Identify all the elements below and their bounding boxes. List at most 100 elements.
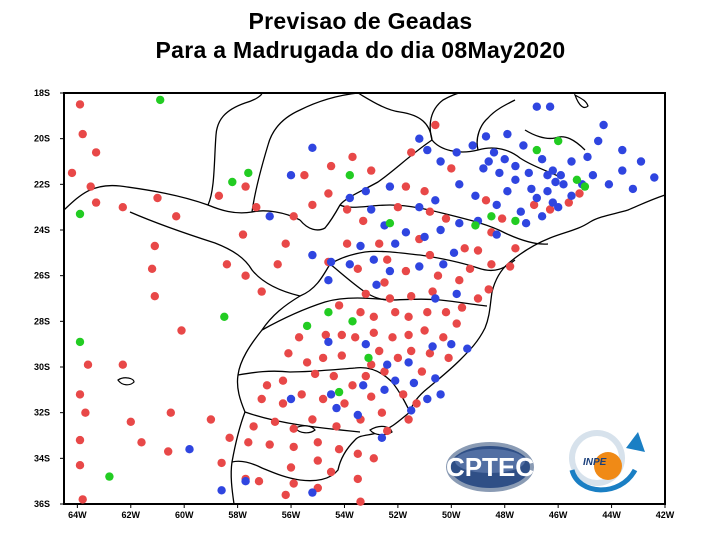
forecast-point-green — [324, 308, 333, 317]
forecast-point-blue — [308, 143, 317, 152]
forecast-point-blue — [404, 358, 413, 367]
forecast-point-blue — [401, 228, 411, 237]
forecast-point-blue — [361, 340, 370, 349]
forecast-point-blue — [463, 344, 472, 353]
forecast-point-red — [375, 346, 384, 356]
forecast-point-blue — [326, 390, 336, 399]
forecast-point-green — [511, 216, 520, 226]
forecast-point-red — [78, 129, 87, 139]
forecast-point-blue — [385, 182, 395, 191]
forecast-point-blue — [471, 191, 480, 200]
forecast-point-red — [313, 438, 322, 447]
forecast-point-red — [412, 399, 421, 408]
latitude-tick-label: 32S — [34, 408, 50, 418]
forecast-point-blue — [594, 136, 603, 146]
forecast-point-red — [318, 353, 328, 363]
forecast-point-green — [471, 221, 480, 230]
forecast-point-blue — [439, 260, 448, 269]
forecast-point-red — [150, 241, 159, 251]
forecast-point-blue — [567, 191, 576, 200]
forecast-point-red — [126, 417, 135, 426]
forecast-point-red — [433, 271, 443, 280]
forecast-point-red — [329, 371, 338, 381]
forecast-point-red — [447, 164, 456, 173]
forecast-point-red — [214, 191, 224, 200]
forecast-point-red — [150, 292, 159, 301]
longitude-tick-label: 48W — [495, 510, 514, 520]
forecast-point-blue — [407, 406, 416, 415]
forecast-point-red — [324, 189, 333, 198]
forecast-point-red — [420, 187, 429, 196]
forecast-point-blue — [618, 166, 627, 175]
forecast-point-red — [399, 390, 408, 399]
forecast-point-red — [257, 287, 266, 296]
forecast-point-blue — [484, 157, 493, 166]
forecast-point-red — [361, 289, 370, 299]
forecast-point-blue — [588, 171, 598, 180]
forecast-point-red — [164, 447, 173, 456]
forecast-point-red — [340, 399, 349, 408]
forecast-point-red — [401, 182, 411, 191]
forecast-point-blue — [377, 433, 387, 442]
forecast-point-blue — [431, 294, 440, 303]
forecast-point-red — [302, 358, 312, 367]
forecast-point-red — [78, 495, 87, 504]
forecast-point-blue — [489, 148, 499, 157]
forecast-point-green — [554, 136, 563, 146]
forecast-point-blue — [636, 157, 646, 166]
forecast-point-blue — [532, 102, 541, 111]
forecast-point-red — [91, 198, 101, 207]
forecast-point-red — [217, 458, 226, 468]
forecast-point-red — [206, 415, 216, 424]
forecast-point-red — [383, 255, 392, 264]
forecast-point-red — [147, 264, 157, 273]
forecast-point-blue — [548, 198, 557, 207]
forecast-point-blue — [503, 187, 512, 196]
forecast-point-blue — [492, 200, 501, 210]
forecast-point-blue — [516, 207, 525, 216]
latitude-tick-label: 28S — [34, 316, 50, 326]
forecast-point-red — [273, 260, 282, 269]
forecast-point-blue — [604, 180, 614, 189]
forecast-point-red — [289, 424, 298, 433]
forecast-point-red — [257, 394, 266, 404]
forecast-point-red — [337, 330, 346, 340]
latitude-tick-label: 26S — [34, 271, 50, 281]
forecast-point-blue — [367, 205, 376, 214]
inpe-logo: INPE — [569, 430, 645, 493]
forecast-point-blue — [415, 203, 424, 212]
forecast-point-red — [361, 371, 370, 381]
forecast-point-red — [367, 166, 376, 175]
forecast-point-blue — [452, 289, 461, 299]
forecast-point-red — [385, 294, 395, 303]
forecast-point-red — [318, 394, 328, 404]
forecast-point-red — [359, 216, 368, 226]
forecast-point-blue — [345, 260, 354, 269]
map-title-line-2: Para a Madrugada do dia 08May2020 — [155, 37, 566, 63]
forecast-point-blue — [511, 161, 520, 171]
latitude-tick-label: 20S — [34, 134, 50, 144]
forecast-point-red — [425, 349, 435, 358]
forecast-point-blue — [431, 196, 440, 205]
forecast-point-blue — [217, 486, 226, 495]
forecast-point-red — [81, 408, 90, 417]
forecast-point-red — [83, 360, 93, 369]
forecast-point-green — [532, 145, 541, 155]
longitude-tick-label: 42W — [656, 510, 675, 520]
forecast-point-red — [575, 189, 584, 198]
forecast-point-blue — [650, 173, 659, 182]
forecast-point-red — [332, 422, 341, 431]
latitude-ticks: 18S 20S 22S 24S 26S 28S 30S 32S 34S 36S — [34, 88, 64, 509]
forecast-point-red — [423, 308, 432, 317]
forecast-point-red — [369, 454, 378, 463]
forecast-point-blue — [447, 340, 456, 349]
forecast-point-blue — [241, 477, 250, 486]
forecast-point-red — [278, 376, 288, 385]
forecast-point-blue — [511, 175, 520, 184]
forecast-point-blue — [543, 171, 552, 180]
forecast-point-blue — [409, 378, 419, 388]
forecast-point-blue — [345, 193, 354, 203]
forecast-point-red — [284, 349, 293, 358]
longitude-tick-label: 62W — [122, 510, 141, 520]
